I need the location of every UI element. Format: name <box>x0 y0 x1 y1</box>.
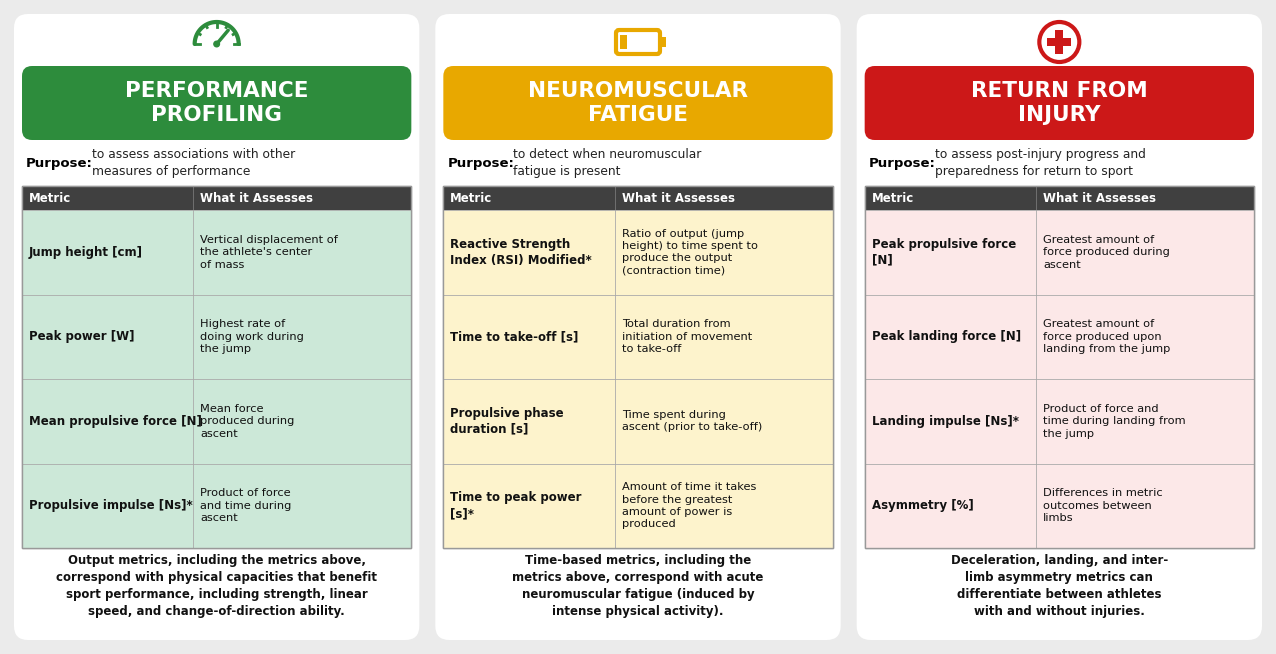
FancyBboxPatch shape <box>443 66 833 140</box>
Text: What it Assesses: What it Assesses <box>1042 192 1156 205</box>
Text: What it Assesses: What it Assesses <box>621 192 735 205</box>
Bar <box>661 37 666 47</box>
Bar <box>443 379 833 464</box>
Text: Time spent during
ascent (prior to take-off): Time spent during ascent (prior to take-… <box>621 410 762 432</box>
Bar <box>22 186 411 548</box>
Text: Metric: Metric <box>29 192 71 205</box>
Text: Deceleration, landing, and inter-
limb asymmetry metrics can
differentiate betwe: Deceleration, landing, and inter- limb a… <box>951 554 1168 618</box>
Bar <box>620 35 627 49</box>
FancyBboxPatch shape <box>865 66 1254 140</box>
Bar <box>22 210 411 294</box>
Text: Propulsive phase
duration [s]: Propulsive phase duration [s] <box>450 407 564 436</box>
Text: Purpose:: Purpose: <box>448 156 514 169</box>
Bar <box>865 379 1254 464</box>
Bar <box>865 186 1254 210</box>
Text: Ratio of output (jump
height) to time spent to
produce the output
(contraction t: Ratio of output (jump height) to time sp… <box>621 229 758 276</box>
Text: Output metrics, including the metrics above,
correspond with physical capacities: Output metrics, including the metrics ab… <box>56 554 378 618</box>
FancyBboxPatch shape <box>22 66 411 140</box>
Bar <box>22 186 411 548</box>
Text: Greatest amount of
force produced during
ascent: Greatest amount of force produced during… <box>1042 235 1170 269</box>
Bar <box>443 186 833 548</box>
Text: Total duration from
initiation of movement
to take-off: Total duration from initiation of moveme… <box>621 319 752 354</box>
Text: Product of force and
time during landing from
the jump: Product of force and time during landing… <box>1042 404 1185 439</box>
Bar <box>22 186 411 210</box>
Text: Product of force
and time during
ascent: Product of force and time during ascent <box>200 489 292 523</box>
Text: Reactive Strength
Index (RSI) Modified*: Reactive Strength Index (RSI) Modified* <box>450 238 592 267</box>
Text: Time to take-off [s]: Time to take-off [s] <box>450 330 579 343</box>
Text: Purpose:: Purpose: <box>26 156 93 169</box>
FancyBboxPatch shape <box>856 14 1262 640</box>
Bar <box>865 186 1254 548</box>
Text: Time-based metrics, including the
metrics above, correspond with acute
neuromusc: Time-based metrics, including the metric… <box>512 554 764 618</box>
Bar <box>1048 38 1072 46</box>
Circle shape <box>1040 22 1079 62</box>
Text: Metric: Metric <box>450 192 493 205</box>
Text: Mean force
produced during
ascent: Mean force produced during ascent <box>200 404 295 439</box>
Text: Metric: Metric <box>872 192 914 205</box>
Text: PERFORMANCE
PROFILING: PERFORMANCE PROFILING <box>125 81 309 125</box>
Text: Time to peak power
[s]*: Time to peak power [s]* <box>450 491 582 520</box>
Text: to assess post-injury progress and
preparedness for return to sport: to assess post-injury progress and prepa… <box>934 148 1146 178</box>
Text: Peak landing force [N]: Peak landing force [N] <box>872 330 1021 343</box>
Text: Jump height [cm]: Jump height [cm] <box>29 246 143 259</box>
Text: Peak power [W]: Peak power [W] <box>29 330 134 343</box>
Bar <box>443 186 833 548</box>
Bar <box>865 210 1254 294</box>
Text: to detect when neuromuscular
fatigue is present: to detect when neuromuscular fatigue is … <box>513 148 702 178</box>
Circle shape <box>214 41 219 47</box>
Text: Propulsive impulse [Ns]*: Propulsive impulse [Ns]* <box>29 499 193 512</box>
Bar <box>1055 30 1063 54</box>
Text: Mean propulsive force [N]: Mean propulsive force [N] <box>29 415 202 428</box>
FancyBboxPatch shape <box>435 14 841 640</box>
Bar <box>865 294 1254 379</box>
Text: Amount of time it takes
before the greatest
amount of power is
produced: Amount of time it takes before the great… <box>621 482 755 529</box>
Text: Greatest amount of
force produced upon
landing from the jump: Greatest amount of force produced upon l… <box>1042 319 1170 354</box>
Text: Purpose:: Purpose: <box>869 156 935 169</box>
FancyBboxPatch shape <box>14 14 420 640</box>
Bar <box>22 294 411 379</box>
Text: Vertical displacement of
the athlete's center
of mass: Vertical displacement of the athlete's c… <box>200 235 338 269</box>
Text: Differences in metric
outcomes between
limbs: Differences in metric outcomes between l… <box>1042 489 1162 523</box>
Bar <box>865 186 1254 548</box>
Text: NEUROMUSCULAR
FATIGUE: NEUROMUSCULAR FATIGUE <box>528 81 748 125</box>
Bar <box>22 464 411 548</box>
Bar <box>865 464 1254 548</box>
Text: Highest rate of
doing work during
the jump: Highest rate of doing work during the ju… <box>200 319 304 354</box>
Bar <box>22 379 411 464</box>
Text: Peak propulsive force
[N]: Peak propulsive force [N] <box>872 238 1016 267</box>
Bar <box>443 294 833 379</box>
Bar <box>443 186 833 210</box>
Bar <box>443 464 833 548</box>
Text: What it Assesses: What it Assesses <box>200 192 314 205</box>
Text: RETURN FROM
INJURY: RETURN FROM INJURY <box>971 81 1147 125</box>
Bar <box>443 210 833 294</box>
Text: Asymmetry [%]: Asymmetry [%] <box>872 499 974 512</box>
Text: to assess associations with other
measures of performance: to assess associations with other measur… <box>92 148 295 178</box>
Text: Landing impulse [Ns]*: Landing impulse [Ns]* <box>872 415 1018 428</box>
